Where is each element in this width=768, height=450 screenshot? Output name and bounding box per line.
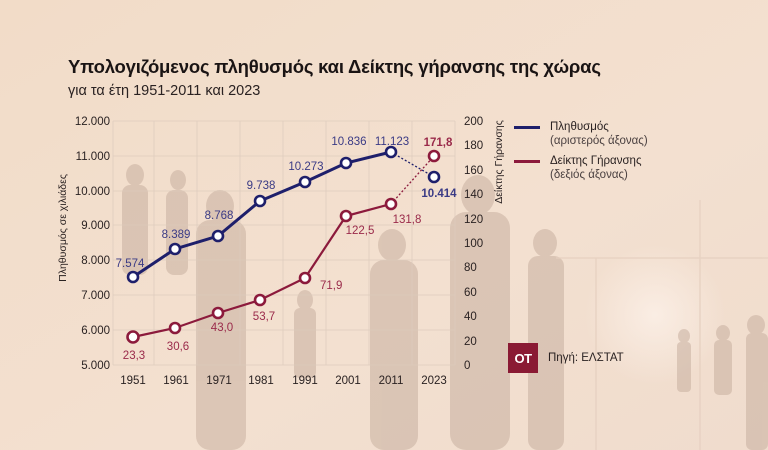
- svg-text:5.000: 5.000: [81, 360, 110, 372]
- data-point: [253, 293, 267, 307]
- data-label: 43,0: [211, 322, 233, 334]
- chart-subtitle: για τα έτη 1951-2011 και 2023: [68, 83, 261, 99]
- svg-text:40: 40: [464, 311, 477, 323]
- svg-text:1991: 1991: [292, 375, 318, 387]
- svg-text:6.000: 6.000: [81, 325, 110, 337]
- data-label: 11.123: [375, 136, 409, 148]
- legend-sublabel: (δεξιός άξονας): [550, 169, 628, 181]
- svg-text:140: 140: [464, 189, 483, 201]
- ot-logo: OT: [508, 343, 538, 373]
- data-label: 122,5: [346, 225, 375, 237]
- legend-swatch-population: [514, 126, 540, 129]
- svg-text:0: 0: [464, 360, 470, 372]
- source-text: Πηγή: ΕΛΣΤΑΤ: [548, 352, 624, 364]
- svg-text:7.000: 7.000: [81, 290, 110, 302]
- series-aging-index: 23,3 30,6 43,0 53,7 71,9 122,5 131,8 171…: [123, 137, 453, 362]
- data-point: [253, 194, 267, 208]
- series-population: 7.574 8.389 8.768 9.738 10.273 10.836 11…: [116, 136, 457, 284]
- svg-text:200: 200: [464, 116, 483, 128]
- data-point: [298, 175, 312, 189]
- svg-text:2011: 2011: [379, 375, 404, 387]
- y-axis-right-title: Δείκτης Γήρανσης: [493, 120, 505, 204]
- svg-text:160: 160: [464, 165, 483, 177]
- data-point: [384, 197, 398, 211]
- data-point: [168, 321, 182, 335]
- chart-title: Υπολογιζόμενος πληθυσμός και Δείκτης γήρ…: [68, 56, 601, 77]
- data-point: [339, 209, 353, 223]
- data-point: [298, 271, 312, 285]
- svg-text:9.000: 9.000: [81, 220, 110, 232]
- data-label: 10.836: [331, 136, 366, 148]
- data-point: [384, 145, 398, 159]
- svg-text:100: 100: [464, 238, 483, 250]
- data-label: 9.738: [247, 180, 276, 192]
- legend-label: Πληθυσμός: [550, 121, 609, 133]
- data-label: 8.768: [205, 210, 234, 222]
- svg-text:120: 120: [464, 214, 483, 226]
- legend-item-population: Πληθυσμός (αριστερός άξονας): [514, 120, 648, 148]
- data-label: 10.414: [421, 188, 457, 200]
- y-axis-right: 200 180 160 140 120 100 80 60 40 20 0: [464, 116, 483, 372]
- data-label: 8.389: [162, 229, 191, 241]
- data-point: [339, 156, 353, 170]
- legend-sublabel: (αριστερός άξονας): [550, 135, 648, 147]
- svg-text:10.000: 10.000: [75, 186, 110, 198]
- svg-text:180: 180: [464, 140, 483, 152]
- data-label: 7.574: [116, 258, 145, 270]
- grid: [112, 120, 456, 366]
- data-label: 131,8: [393, 214, 422, 226]
- svg-text:60: 60: [464, 287, 477, 299]
- svg-text:2001: 2001: [335, 375, 361, 387]
- data-point: [211, 229, 225, 243]
- svg-text:1971: 1971: [206, 375, 232, 387]
- legend-swatch-aging: [514, 160, 540, 163]
- legend-item-aging: Δείκτης Γήρανσης (δεξιός άξονας): [514, 154, 648, 182]
- legend: Πληθυσμός (αριστερός άξονας) Δείκτης Γήρ…: [514, 120, 648, 188]
- data-point: [126, 270, 140, 284]
- data-point: [168, 242, 182, 256]
- data-label: 10.273: [288, 161, 323, 173]
- y-axis-left: 12.000 11.000 10.000 9.000 8.000 7.000 6…: [75, 116, 110, 372]
- x-axis: 1951 1961 1971 1981 1991 2001 2011 2023: [120, 375, 447, 387]
- legend-label: Δείκτης Γήρανσης: [550, 155, 642, 167]
- data-label: 23,3: [123, 350, 145, 362]
- data-label: 171,8: [424, 137, 453, 149]
- data-label: 71,9: [320, 280, 342, 292]
- svg-text:8.000: 8.000: [81, 255, 110, 267]
- svg-text:1961: 1961: [163, 375, 189, 387]
- svg-text:80: 80: [464, 262, 477, 274]
- data-point: [126, 330, 140, 344]
- svg-text:1981: 1981: [248, 375, 274, 387]
- svg-text:2023: 2023: [421, 375, 447, 387]
- svg-text:12.000: 12.000: [75, 116, 110, 128]
- svg-text:11.000: 11.000: [76, 151, 110, 163]
- y-axis-left-title: Πληθυσμός σε χιλιάδες: [57, 174, 69, 282]
- data-label: 30,6: [167, 341, 189, 353]
- svg-text:1951: 1951: [120, 375, 146, 387]
- data-point: [211, 306, 225, 320]
- data-point: [427, 170, 441, 184]
- data-point: [427, 149, 441, 163]
- data-label: 53,7: [253, 311, 275, 323]
- svg-text:20: 20: [464, 336, 477, 348]
- source-credit: OT Πηγή: ΕΛΣΤΑΤ: [508, 343, 624, 373]
